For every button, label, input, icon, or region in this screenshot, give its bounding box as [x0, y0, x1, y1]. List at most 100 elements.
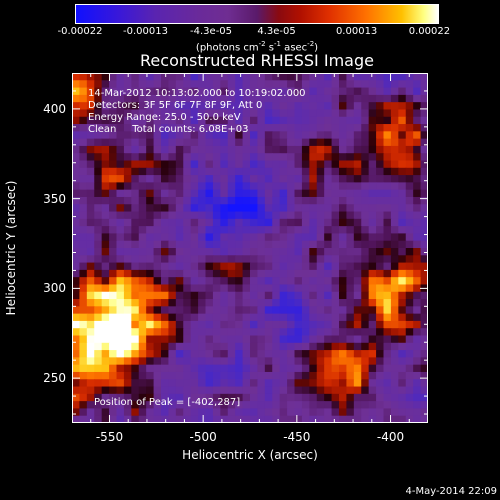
heatmap-cell [161, 233, 170, 242]
heatmap-cell [390, 379, 399, 388]
heatmap-cell [79, 240, 88, 249]
heatmap-cell [376, 94, 385, 103]
heatmap-cell [205, 131, 214, 140]
heatmap-cell [153, 291, 162, 300]
heatmap-cell [153, 167, 162, 176]
heatmap-cell [324, 80, 333, 89]
heatmap-cell [331, 255, 340, 264]
heatmap-cell [301, 335, 310, 344]
heatmap-cell [294, 386, 303, 395]
heatmap-cell [383, 226, 392, 235]
heatmap-cell [361, 269, 370, 278]
heatmap-cell [398, 313, 407, 322]
heatmap-cell [413, 277, 422, 286]
heatmap-cell [301, 350, 310, 358]
heatmap-cell [116, 299, 125, 307]
heatmap-cell [339, 320, 348, 329]
heatmap-cell [264, 335, 273, 344]
heatmap-cell [398, 393, 407, 402]
heatmap-cell [153, 328, 162, 337]
heatmap-cell [324, 255, 333, 264]
heatmap-cell [123, 379, 132, 388]
heatmap-cell [324, 145, 333, 154]
heatmap-cell [146, 211, 155, 220]
heatmap-cell [413, 160, 422, 169]
heatmap-cell [405, 116, 414, 125]
heatmap-cell [242, 116, 251, 125]
heatmap-cell [376, 138, 385, 147]
heatmap-cell [198, 189, 207, 198]
heatmap-cell [398, 269, 407, 278]
heatmap-cell [339, 131, 348, 140]
heatmap-cell [264, 102, 273, 111]
heatmap-cell [175, 291, 184, 300]
heatmap-cell [339, 109, 348, 118]
heatmap-cell [264, 153, 273, 162]
heatmap-cell [331, 342, 340, 351]
heatmap-cell [420, 408, 428, 417]
heatmap-cell [86, 80, 95, 89]
heatmap-cell [383, 233, 392, 242]
heatmap-cell [94, 328, 103, 337]
heatmap-cell [339, 175, 348, 183]
heatmap-cell [353, 269, 362, 278]
heatmap-cell [146, 269, 155, 278]
heatmap-cell [116, 379, 125, 388]
heatmap-cell [212, 328, 221, 337]
heatmap-cell [205, 233, 214, 242]
heatmap-cell [339, 342, 348, 351]
heatmap-cell [79, 350, 88, 358]
heatmap-cell [301, 175, 310, 183]
heatmap-cell [109, 350, 118, 358]
heatmap-cell [257, 371, 266, 380]
heatmap-cell [376, 386, 385, 395]
heatmap-cell [257, 94, 266, 103]
heatmap-cell [324, 233, 333, 242]
heatmap-cell [190, 182, 199, 191]
heatmap-cell [309, 131, 318, 140]
heatmap-cell [235, 87, 244, 96]
heatmap-cell [131, 277, 140, 286]
heatmap-cell [390, 160, 399, 169]
heatmap-cell [168, 386, 177, 395]
heatmap-cell [390, 386, 399, 395]
heatmap-cell [420, 313, 428, 322]
heatmap-cell [109, 204, 118, 213]
heatmap-cell [301, 116, 310, 125]
heatmap-cell [390, 269, 399, 278]
heatmap-cell [250, 102, 259, 111]
heatmap-cell [272, 218, 281, 227]
heatmap-cell [138, 73, 147, 81]
heatmap-cell [309, 233, 318, 242]
heatmap-cell [109, 284, 118, 293]
heatmap-cell [346, 182, 355, 191]
heatmap-cell [390, 175, 399, 183]
heatmap-cell [235, 371, 244, 380]
heatmap-cell [183, 124, 192, 132]
heatmap-cell [175, 116, 184, 125]
heatmap-cell [86, 350, 95, 358]
heatmap-cell [324, 350, 333, 358]
heatmap-cell [390, 80, 399, 89]
heatmap-cell [390, 204, 399, 213]
heatmap-cell [353, 109, 362, 118]
heatmap-cell [116, 80, 125, 89]
heatmap-cell [198, 167, 207, 176]
heatmap-cell [72, 240, 81, 249]
heatmap-cell [235, 80, 244, 89]
heatmap-cell [279, 131, 288, 140]
heatmap-cell [331, 401, 340, 410]
heatmap-cell [242, 386, 251, 395]
heatmap-cell [294, 379, 303, 388]
heatmap-cell [109, 248, 118, 256]
heatmap-cell [183, 167, 192, 176]
heatmap-cell [331, 138, 340, 147]
heatmap-cell [227, 233, 236, 242]
heatmap-cell [398, 73, 407, 81]
heatmap-cell [279, 415, 288, 423]
heatmap-cell [413, 204, 422, 213]
heatmap-cell [212, 196, 221, 205]
heatmap-cell [250, 313, 259, 322]
heatmap-cell [235, 335, 244, 344]
heatmap-cell [405, 299, 414, 307]
